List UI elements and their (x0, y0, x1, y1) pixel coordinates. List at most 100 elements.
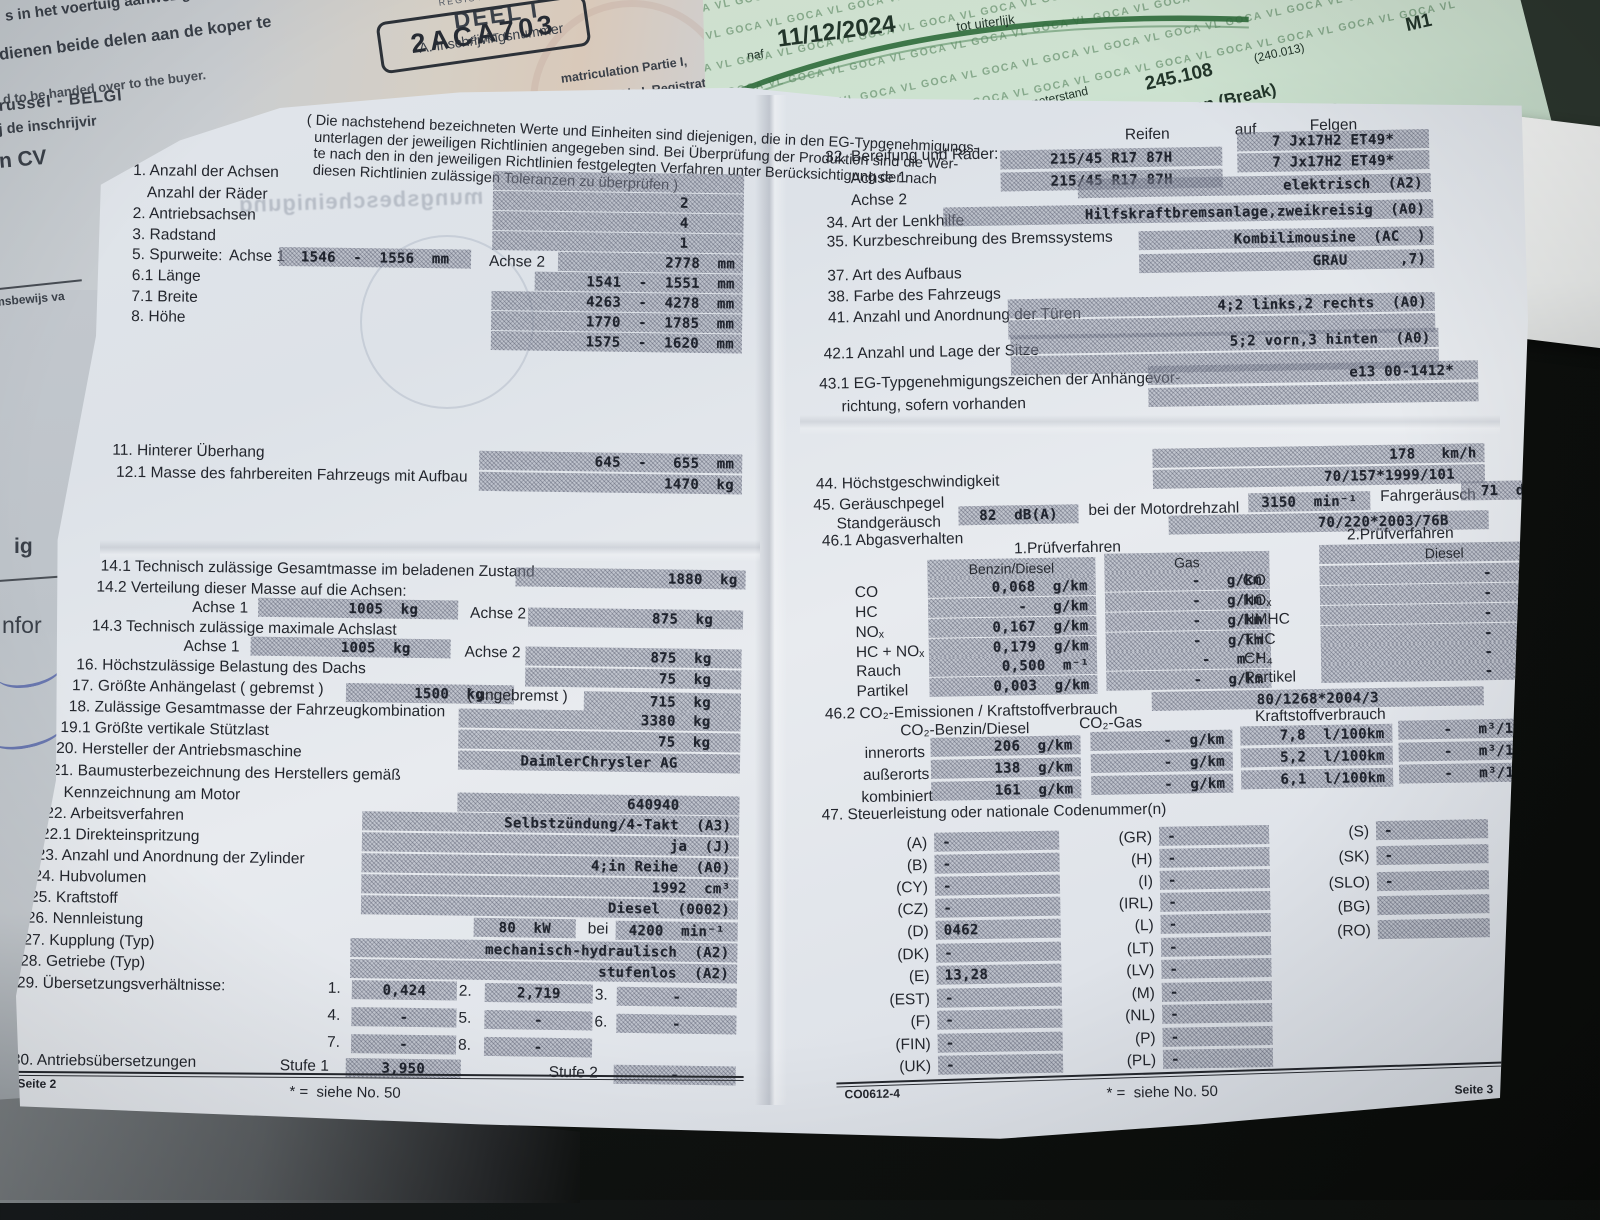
code-field: - (934, 874, 1061, 896)
bg-msbewijs: msbewijs va (0, 288, 66, 310)
em-row-label: HC (855, 603, 878, 622)
code-label: (I) (1138, 872, 1154, 891)
label-421-sitze: 42.1 Anzahl und Lage der Sitze (823, 341, 1040, 363)
em2-field: - g/kWh (1320, 621, 1528, 646)
code-label: (SLO) (1328, 874, 1371, 892)
code-label: (FIN) (895, 1035, 931, 1054)
label-37-aufbau: 37. Art des Aufbaus (827, 265, 962, 285)
code-field: - (1160, 912, 1271, 934)
co2-field: - g/km (1090, 729, 1233, 752)
label-431-anhaengevorrichtung-1: 43.1 EG-Typgenehmigungszeichen der Anhän… (819, 369, 1181, 393)
label-35-bremssystem: 35. Kurzbeschreibung des Bremssystems (826, 228, 1113, 251)
em2-row-label: CH₄ (1243, 649, 1273, 668)
label-32-achse2: Achse 2 (850, 191, 908, 210)
code-label: (DK) (897, 945, 930, 964)
code-field (1377, 918, 1490, 940)
label-38-farbe: 38. Farbe des Fahrzeugs (827, 285, 1001, 306)
em2-field: - g/kWh (1320, 640, 1528, 665)
vehicle-category-m1: M1 (1403, 9, 1434, 36)
code-label: (A) (906, 834, 928, 853)
code-label: (UK) (899, 1057, 932, 1076)
em-field: 0,500 m⁻¹ (928, 654, 1098, 677)
code-field: - (1162, 1025, 1273, 1047)
co2-field: 5,2 l/100km (1240, 745, 1393, 768)
em-field: - g/km (927, 595, 1097, 618)
bg-edge-line-2 (0, 575, 62, 583)
field-standgeraeusch: 82 dB(A) (958, 504, 1079, 526)
code-label: (H) (1130, 850, 1153, 869)
co2-field: 138 g/km (930, 757, 1082, 779)
code-label: (PL) (1126, 1051, 1157, 1070)
field-44-richtlinie: 70/157*1999/101 (1152, 464, 1486, 489)
em2-row-label: CO (1242, 571, 1267, 590)
bg-cv: n CV (0, 145, 48, 173)
field-rim-achse1: 7 Jx17H2 ET49* (1236, 129, 1430, 152)
code-field: - (1160, 935, 1272, 957)
em-field: 0,167 g/km (928, 615, 1097, 638)
em-row-label: Partikel (856, 682, 909, 701)
em2-row-label: NOₓ (1242, 591, 1272, 610)
co2-field: 161 g/km (931, 779, 1082, 801)
label-44-hoechstgeschwindigkeit: 44. Höchstgeschwindigkeit (815, 472, 1000, 493)
label-45-geraeuschpegel: 45. Geräuschpegel (813, 494, 945, 514)
code-field: - (937, 1053, 1064, 1075)
code-field: - (1161, 957, 1272, 979)
co2-field: 206 g/km (930, 735, 1081, 757)
em-row-label: CO (854, 583, 879, 602)
code-label: (CY) (895, 878, 929, 897)
bg-ig: ig (14, 535, 33, 558)
co2-row-label: außerorts (862, 765, 930, 785)
co2-field: - m³/100km (1398, 761, 1528, 784)
code-label: (BG) (1337, 898, 1371, 916)
code-label: (M) (1131, 984, 1156, 1003)
co2-row-label: innerorts (864, 743, 926, 763)
code-field: - (1161, 980, 1272, 1002)
code-label: (D) (907, 922, 929, 941)
code-field: - (937, 1031, 1063, 1053)
co2-field: - g/km (1090, 751, 1233, 774)
em2-field: - g/kWh (1319, 561, 1528, 586)
field-fahrgeraeusch: 71 dB(A) (1460, 479, 1528, 501)
code-field: - (1375, 819, 1489, 841)
em2-row-label: NMHC (1243, 610, 1291, 629)
code-field: - (1160, 890, 1271, 912)
co2-field: 7,8 l/100km (1240, 723, 1393, 746)
code-label: (NL) (1124, 1006, 1156, 1025)
em-row-label: NOₓ (855, 623, 885, 642)
code-label: (LT) (1126, 939, 1155, 958)
footnote-right: * = siehe No. 50 (1106, 1082, 1219, 1102)
field-empty (1148, 382, 1479, 407)
field-tire-achse1: 215/45 R17 87H (1000, 146, 1223, 170)
code-label: (S) (1348, 823, 1370, 841)
code-label: (GR) (1118, 829, 1153, 847)
co2-field: - m³/100km (1398, 717, 1528, 740)
code-field: - (935, 941, 1062, 963)
label-431-anhaengevorrichtung-2: richtung, sofern vorhanden (841, 395, 1027, 416)
code-field: - (1159, 846, 1270, 868)
inspection-certificate-green: GOCA VL GOCA VL GOCA VL GOCA VL GOCA VL … (702, 0, 1600, 174)
em2-field: - g/kWh (1319, 581, 1528, 606)
code-field: - (935, 896, 1061, 918)
bg-nfor: nfor (2, 612, 42, 638)
code-label: (P) (1134, 1029, 1156, 1048)
code-label: (RO) (1337, 922, 1371, 940)
green-naf: naf (746, 46, 765, 63)
code-label: (IRL) (1118, 894, 1154, 913)
header-reifen: Reifen (1124, 125, 1170, 144)
code-label: (B) (906, 856, 928, 875)
code-field: - (1376, 844, 1489, 866)
code-field-spain: 13,28 (936, 963, 1062, 985)
label-461-abgasverhalten: 46.1 Abgasverhalten (821, 530, 964, 550)
code-field: - (934, 830, 1060, 852)
co2-field: - g/km (1091, 773, 1234, 796)
code-label: (CZ) (897, 900, 929, 919)
co2-header-kraftstoffverbrauch: Kraftstoffverbrauch (1254, 705, 1386, 726)
code-label: (EST) (889, 990, 931, 1009)
code-field: - (1376, 870, 1490, 892)
code-field-germany: 0462 (935, 918, 1061, 940)
em2-row-label: THC (1243, 630, 1276, 649)
field-aufbau: Kombilimousine (AC ) (1138, 225, 1434, 251)
em-field: 0,003 g/km (929, 674, 1098, 697)
code-label: (LV) (1126, 961, 1155, 980)
